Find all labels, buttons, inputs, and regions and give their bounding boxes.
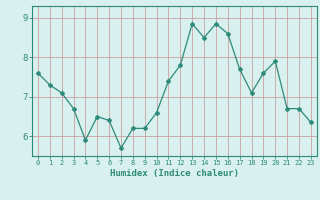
X-axis label: Humidex (Indice chaleur): Humidex (Indice chaleur) xyxy=(110,169,239,178)
